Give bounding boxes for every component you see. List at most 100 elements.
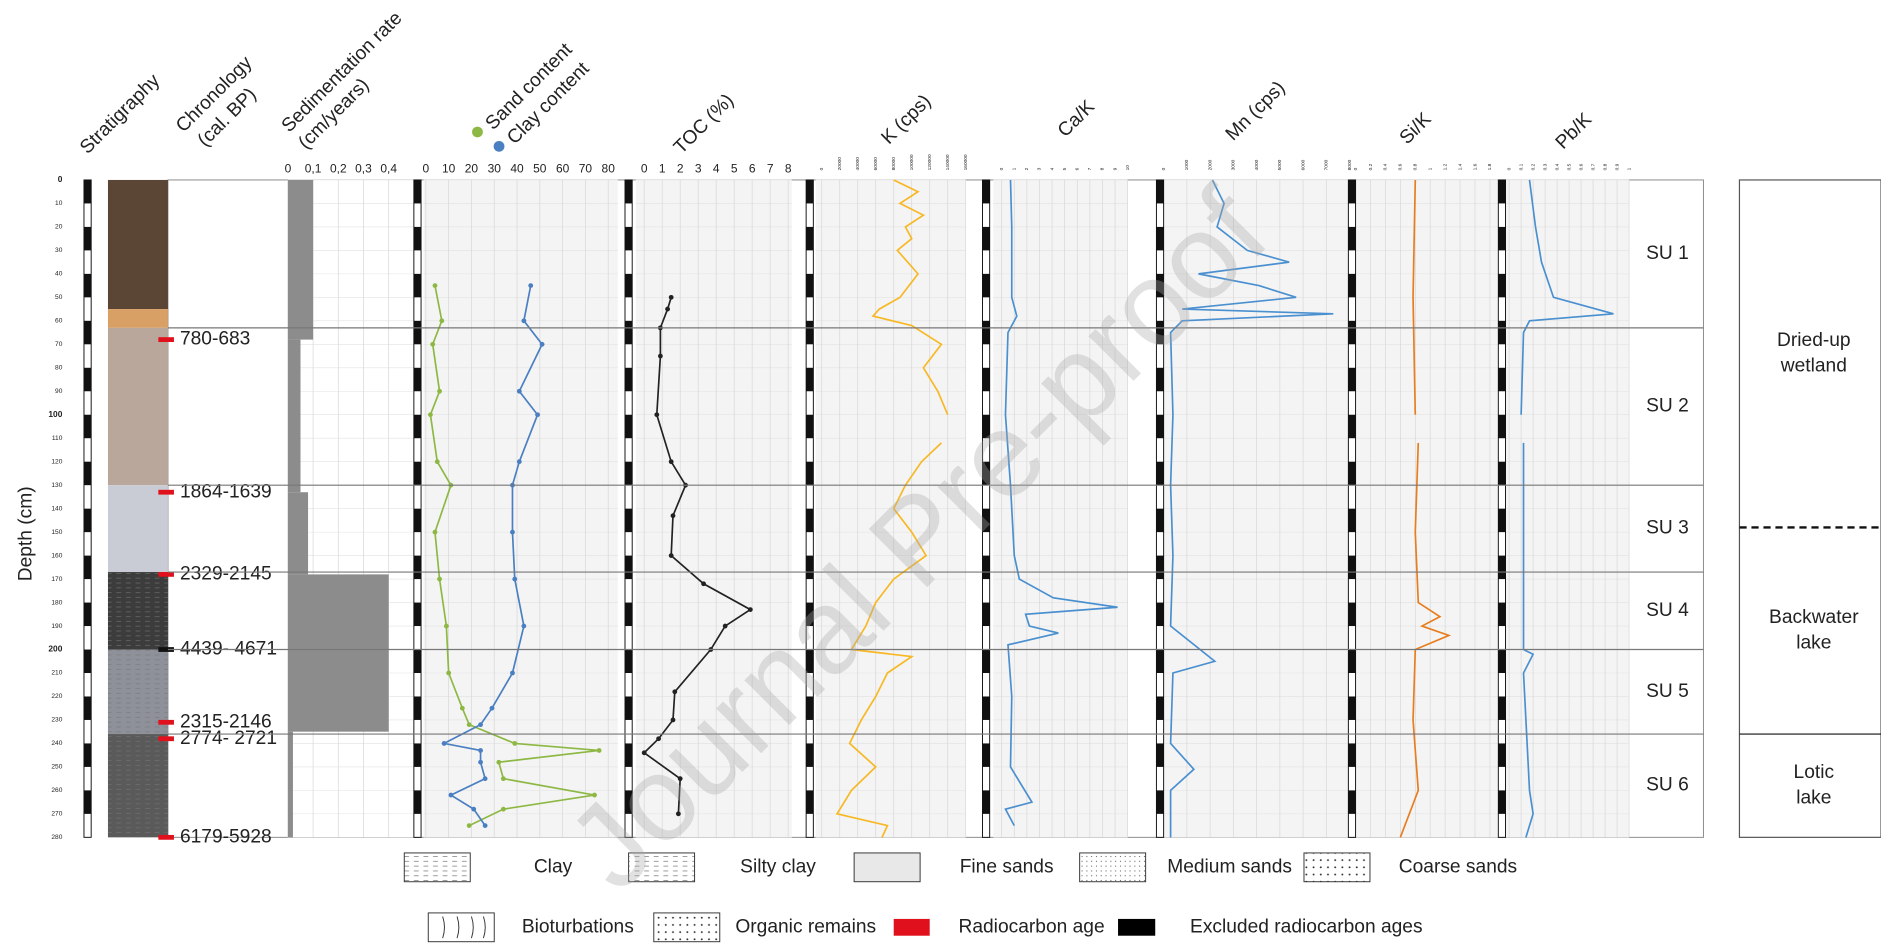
scale-bar-segment (982, 414, 990, 439)
x-tick-label: 7 (1087, 167, 1093, 170)
x-tick-label: 6 (749, 161, 756, 175)
scale-bar-segment (1348, 226, 1356, 251)
scale-bar-segment (1348, 367, 1356, 392)
x-tick-label: 1 (1427, 167, 1433, 170)
scale-bar-segment (1498, 743, 1506, 767)
x-tick-label: 80 (602, 161, 616, 175)
x-tick-label: 0 (1161, 167, 1167, 170)
unit-label: SU 3 (1646, 518, 1689, 539)
sed-rate-bar (287, 731, 293, 838)
scale-bar-segment (982, 696, 990, 720)
profile-point (521, 318, 527, 324)
bioturbation-glyph (442, 916, 445, 939)
x-tick-label: 50 (533, 161, 547, 175)
age-label: 2329-2145 (180, 563, 272, 584)
x-tick-label: 0 (641, 161, 648, 175)
x-tick-label: 0 (285, 161, 292, 175)
profile-line (1520, 179, 1614, 415)
legend-label: Organic remains (735, 916, 876, 937)
age-marker (158, 489, 174, 495)
scale-bar-segment (1348, 179, 1356, 204)
profile-point (441, 741, 447, 746)
strat-layer (107, 485, 168, 573)
profile-point (482, 776, 488, 782)
scale-bar-segment (1498, 602, 1506, 627)
profile-point (439, 318, 445, 324)
profile-point (510, 529, 515, 535)
env-label: Backwater (1769, 607, 1859, 628)
x-tick-label: 0.3 (1542, 163, 1548, 170)
depth-tick-label: 150 (51, 529, 62, 536)
scale-bar-segment (413, 367, 422, 392)
profile-point (596, 748, 602, 753)
x-tick-label: 9 (1112, 167, 1118, 170)
scale-bar-segment (1156, 790, 1164, 814)
scale-bar-segment (1498, 790, 1506, 814)
age-label: 1864-1639 (180, 481, 272, 502)
x-tick-label: 80000 (891, 157, 897, 171)
x-tick-label: 0.6 (1398, 163, 1404, 170)
scale-bar-segment (83, 743, 92, 767)
scale-bar-segment (83, 508, 92, 533)
x-tick-label: 20000 (837, 157, 843, 171)
x-tick-label: 60 (556, 161, 570, 175)
profile-point (539, 341, 545, 347)
profile-point (656, 736, 661, 742)
profile-point (528, 283, 534, 289)
strat-layer (107, 179, 168, 310)
scale-bar-segment (625, 179, 633, 204)
depth-tick-label: 70 (55, 341, 63, 348)
profile-point (668, 553, 674, 559)
legend-swatch (403, 852, 471, 883)
depth-tick-label: 110 (52, 435, 63, 442)
x-tick-label: 4 (1049, 167, 1055, 170)
x-tick-label: 100000 (909, 154, 915, 170)
x-tick-label: 0,1 (305, 161, 322, 175)
legend-label: Bioturbations (522, 916, 634, 937)
scale-bar-segment (1156, 179, 1164, 204)
x-tick-label: 8000 (1347, 159, 1353, 170)
profile-point (521, 623, 527, 629)
x-tick-label: 0 (819, 167, 825, 170)
depth-tick-label: 60 (55, 318, 63, 325)
scale-bar-segment (83, 367, 92, 392)
profile-point (665, 306, 670, 312)
scale-bar-segment (1498, 696, 1506, 720)
legend-swatch (1118, 918, 1156, 936)
scale-bar-segment (413, 461, 422, 486)
scale-bar-segment (83, 696, 92, 720)
x-tick-label: 8 (785, 161, 792, 175)
scale-bar-segment (625, 790, 633, 814)
age-label: 2774- 2721 (180, 728, 277, 749)
x-tick-label: 3000 (1231, 159, 1237, 170)
scale-bar-segment (625, 414, 633, 439)
age-marker (158, 834, 174, 840)
scale-bar-segment (1498, 367, 1506, 392)
scale-bar-segment (806, 696, 814, 720)
depth-tick-label: 80 (55, 365, 63, 372)
profile-line (1169, 179, 1334, 838)
profile-point (654, 412, 660, 418)
x-tick-label: 6000 (1300, 159, 1306, 170)
profile-line (871, 179, 949, 416)
scale-bar-segment (806, 414, 814, 439)
scale-bar-segment (1348, 743, 1356, 767)
scale-bar-segment (1498, 649, 1506, 673)
scale-bar-segment (413, 602, 422, 627)
scale-bar-segment (1348, 273, 1356, 298)
depth-tick-label: 50 (55, 294, 63, 301)
legend-swatch (1303, 852, 1371, 883)
x-tick-label: 40000 (855, 157, 861, 171)
scale-bar-segment (1156, 602, 1164, 627)
scale-bar-segment (982, 461, 990, 486)
depth-tick-label: 10 (55, 200, 63, 207)
x-tick-label: 0.5 (1566, 163, 1572, 170)
depth-tick-label: 240 (51, 740, 62, 747)
scale-bar-segment (1156, 226, 1164, 251)
depth-tick-label: 160 (51, 552, 62, 559)
depth-tick-label: 250 (51, 764, 62, 771)
profile-point (500, 776, 506, 782)
x-tick-label: 0.4 (1554, 163, 1560, 170)
depth-tick-label: 130 (51, 482, 62, 489)
scale-bar-segment (413, 273, 422, 298)
